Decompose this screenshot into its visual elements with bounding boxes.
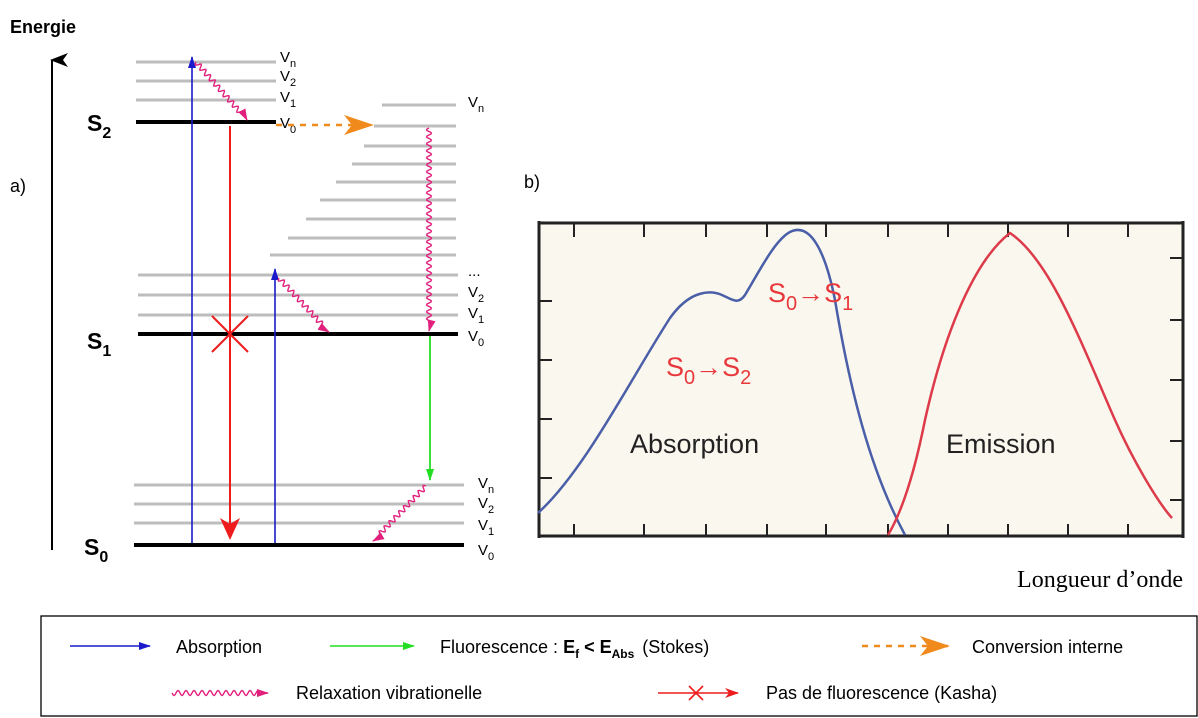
legend-no-fluorescence-icon: [658, 685, 739, 701]
s0-levels: Vn V2 V1 V0 S0: [84, 475, 494, 566]
s1-v2-label: V2: [468, 284, 484, 305]
relaxation-arrow-s1: [277, 277, 330, 333]
legend-box: [40, 615, 1198, 717]
kasha-cross-icon: [211, 315, 249, 353]
legend-vibrational-relaxation-icon: [171, 689, 269, 697]
s1-high-levels: Vn: [270, 94, 484, 257]
s2-levels: Vn V2 V1 V0 S2: [87, 49, 296, 142]
legend-absorption-label: Absorption: [176, 637, 262, 657]
s1-dots-label: ...: [468, 263, 481, 280]
s0-v2-label: V2: [478, 495, 494, 516]
s1-levels: ... V2 V1 V0 S1: [87, 263, 484, 360]
s0-v1-label: V1: [478, 517, 494, 538]
s2-v0-label: V0: [280, 115, 296, 136]
energy-axis-label: Energie: [10, 17, 76, 37]
panel-a: Energie a) Vn V2 V1 V0 S2 Vn: [10, 17, 494, 566]
s2-v1-label: V1: [280, 89, 296, 110]
absorption-curve: [537, 228, 907, 536]
s2-vn-label: Vn: [280, 49, 296, 70]
transition-s0-s2-label: S0→S2: [666, 352, 751, 389]
s1-v1-label: V1: [468, 305, 484, 326]
legend-fluorescence-label: Fluorescence : Ef < EAbs (Stokes): [440, 637, 709, 661]
legend-relaxation-arrow: [171, 689, 269, 697]
relaxation-arrow-s2: [194, 61, 248, 121]
panel-a-label: a): [10, 176, 26, 196]
transition-s0-s1-label: S0→S1: [768, 278, 853, 315]
relaxation-arrow-s0: [372, 484, 427, 542]
s0-v0-label: V0: [478, 542, 494, 563]
legend: Absorption Fluorescence : Ef < EAbs (Stok…: [40, 615, 1198, 717]
legend-no-fluorescence-label: Pas de fluorescence (Kasha): [766, 683, 997, 703]
state-s1-label: S1: [87, 328, 111, 360]
panel-b-label: b): [524, 172, 540, 192]
legend-vibrational-relaxation-label: Relaxation vibrationelle: [296, 683, 482, 703]
spectrum-plot-area: [538, 221, 1184, 538]
absorption-curve-label: Absorption: [630, 429, 759, 459]
emission-curve-label: Emission: [946, 429, 1056, 459]
s2-v2-label: V2: [280, 68, 296, 89]
spectrum-frame: [537, 221, 1185, 538]
vibrational-relaxation-arrows: [194, 61, 436, 542]
state-s2-label: S2: [87, 110, 111, 142]
state-s0-label: S0: [84, 534, 108, 566]
s0-vn-label: Vn: [478, 475, 494, 496]
relaxation-arrow-s1-high: [425, 127, 436, 332]
x-axis-label: Longueur d’onde: [1017, 567, 1183, 593]
legend-internal-conversion-label: Conversion interne: [972, 637, 1123, 657]
emission-curve: [886, 231, 1173, 536]
panel-b: b) Absorption Emission S0→S1 S0→S2 Longu…: [524, 172, 1185, 593]
s1-v0-label: V0: [468, 328, 484, 349]
s1-vn-label: Vn: [468, 94, 484, 115]
